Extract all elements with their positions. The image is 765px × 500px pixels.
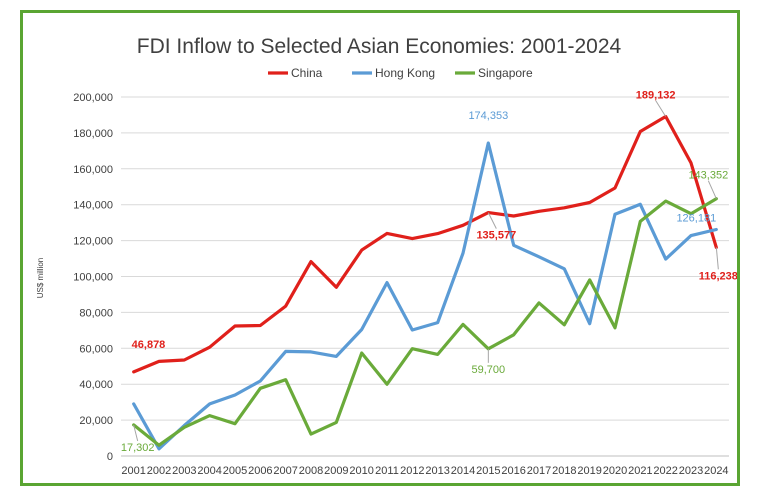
gridlines xyxy=(121,96,729,457)
y-tick-label: 100,000 xyxy=(73,272,113,284)
legend-label-china: China xyxy=(291,66,323,80)
fdi-line-chart: FDI Inflow to Selected Asian Economies: … xyxy=(36,35,737,477)
x-tick-label: 2003 xyxy=(172,465,196,477)
x-tick-label: 2005 xyxy=(223,465,247,477)
x-tick-label: 2021 xyxy=(628,465,652,477)
series-lines xyxy=(132,114,718,451)
y-tick-label: 0 xyxy=(107,451,113,463)
x-tick-label: 2013 xyxy=(425,465,449,477)
annotation-label: 46,878 xyxy=(132,339,166,351)
y-tick-label: 40,000 xyxy=(79,379,113,391)
annotation-leader xyxy=(487,212,497,229)
legend: China Hong Kong Singapore xyxy=(268,66,533,80)
x-tick-label: 2018 xyxy=(552,465,576,477)
x-tick-label: 2007 xyxy=(273,465,297,477)
y-tick-label: 20,000 xyxy=(79,415,113,427)
annotation-label: 143,352 xyxy=(688,170,728,182)
annotation-label: 59,700 xyxy=(472,364,506,376)
y-tick-label: 80,000 xyxy=(79,307,113,319)
annotation-leader xyxy=(655,100,667,117)
x-tick-label: 2015 xyxy=(476,465,500,477)
x-tick-label: 2014 xyxy=(451,465,475,477)
x-tick-label: 2020 xyxy=(603,465,627,477)
x-tick-label: 2002 xyxy=(147,465,171,477)
data-annotations: 46,878 135,577 189,132 116,238 174,353 126,18… xyxy=(121,90,737,454)
annotation-label: 189,132 xyxy=(636,90,676,102)
y-tick-label: 140,000 xyxy=(73,200,113,212)
x-tick-label: 2024 xyxy=(704,465,728,477)
x-tick-label: 2017 xyxy=(527,465,551,477)
y-tick-label: 120,000 xyxy=(73,236,113,248)
legend-label-singapore: Singapore xyxy=(478,66,533,80)
annotation-label: 116,238 xyxy=(699,270,737,282)
x-tick-label: 2012 xyxy=(400,465,424,477)
y-tick-label: 180,000 xyxy=(73,128,113,140)
y-axis-label: US$ million xyxy=(36,258,45,298)
y-tick-label: 200,000 xyxy=(73,92,113,104)
x-tick-label: 2023 xyxy=(679,465,703,477)
x-tick-label: 2001 xyxy=(121,465,145,477)
series-line-china xyxy=(132,114,718,374)
annotation-leader xyxy=(715,247,719,270)
x-tick-label: 2006 xyxy=(248,465,272,477)
chart-title: FDI Inflow to Selected Asian Economies: … xyxy=(137,35,622,58)
x-tick-label: 2016 xyxy=(501,465,525,477)
x-tick-label: 2008 xyxy=(299,465,323,477)
chart-frame: FDI Inflow to Selected Asian Economies: … xyxy=(20,10,740,486)
annotation-label: 135,577 xyxy=(476,230,516,242)
y-tick-label: 60,000 xyxy=(79,343,113,355)
x-tick-label: 2004 xyxy=(197,465,221,477)
series-line-singapore xyxy=(132,197,718,447)
annotation-label: 126,181 xyxy=(676,213,716,225)
series-line-hong-kong xyxy=(132,141,718,451)
x-tick-label: 2009 xyxy=(324,465,348,477)
annotation-leader xyxy=(133,424,139,442)
x-tick-label: 2019 xyxy=(577,465,601,477)
x-tick-label: 2022 xyxy=(653,465,677,477)
legend-label-hong-kong: Hong Kong xyxy=(375,66,435,80)
x-tick-label: 2010 xyxy=(349,465,373,477)
y-axis-ticks: 0 20,000 40,000 60,000 80,000 100,000 120,000 1… xyxy=(73,92,113,463)
x-tick-label: 2011 xyxy=(375,465,399,477)
x-axis-ticks: 2001 2002 2003 2004 2005 2006 2007 2008 2009 2010… xyxy=(121,465,728,477)
annotation-leader xyxy=(707,180,717,199)
y-tick-label: 160,000 xyxy=(73,164,113,176)
annotation-label: 17,302 xyxy=(121,442,155,454)
annotation-label: 174,353 xyxy=(468,110,508,122)
